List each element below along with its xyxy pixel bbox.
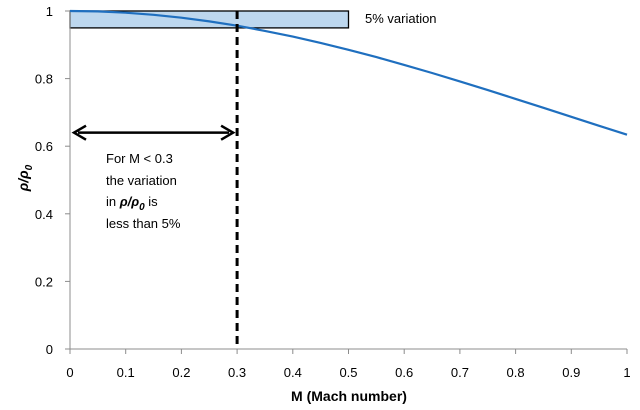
series-line: [69, 9, 628, 136]
y-tick-label: 0.6: [35, 139, 53, 154]
note-line-2: the variation: [106, 173, 177, 188]
note-line-3-subscript: 0: [139, 202, 145, 213]
note-line-1: For M < 0.3: [106, 151, 173, 166]
y-tick-label: 1: [46, 4, 53, 19]
x-tick-label: 0.1: [117, 365, 135, 380]
x-tick-label: 0.2: [172, 365, 190, 380]
x-tick-label: 0: [66, 365, 73, 380]
x-axis-title: M (Mach number): [291, 388, 407, 404]
y-tick-label: 0.2: [35, 274, 53, 289]
x-tick-label: 1: [623, 365, 630, 380]
y-tick-label: 0: [46, 342, 53, 357]
x-tick-label: 0.9: [562, 365, 580, 380]
x-tick-label: 0.8: [507, 365, 525, 380]
x-tick-label: 0.7: [451, 365, 469, 380]
note-line-4: less than 5%: [106, 216, 181, 231]
x-tick-label: 0.5: [339, 365, 357, 380]
note-line-3: in ρ/ρ0 is: [106, 194, 158, 213]
band-label: 5% variation: [365, 11, 437, 26]
note-text: For M < 0.3 the variation in ρ/ρ0 is les…: [106, 151, 181, 231]
range-arrow-right-head: [220, 124, 236, 141]
x-tick-label: 0.4: [284, 365, 302, 380]
variation-band: [69, 10, 350, 29]
x-tick-label: 0.6: [395, 365, 413, 380]
y-axis-title-symbol: ρ/ρ: [15, 170, 31, 192]
y-axis-title: ρ/ρ0: [15, 164, 35, 192]
y-axis-title-subscript: 0: [24, 164, 35, 170]
note-line-3-prefix: in: [106, 194, 120, 209]
y-tick-label: 0.4: [35, 207, 53, 222]
note-line-3-suffix: is: [145, 194, 159, 209]
note-line-3-symbol: ρ/ρ: [119, 194, 139, 209]
plot-area: 0 0.1 0.2 0.3 0.4 0.5 0.6 0.7 0.8 0.9 1 0 0.2 0.4 0.6 0…: [35, 4, 631, 380]
x-tick-label: 0.3: [228, 365, 246, 380]
range-arrow-left-head: [71, 124, 87, 141]
y-tick-label: 0.8: [35, 72, 53, 87]
